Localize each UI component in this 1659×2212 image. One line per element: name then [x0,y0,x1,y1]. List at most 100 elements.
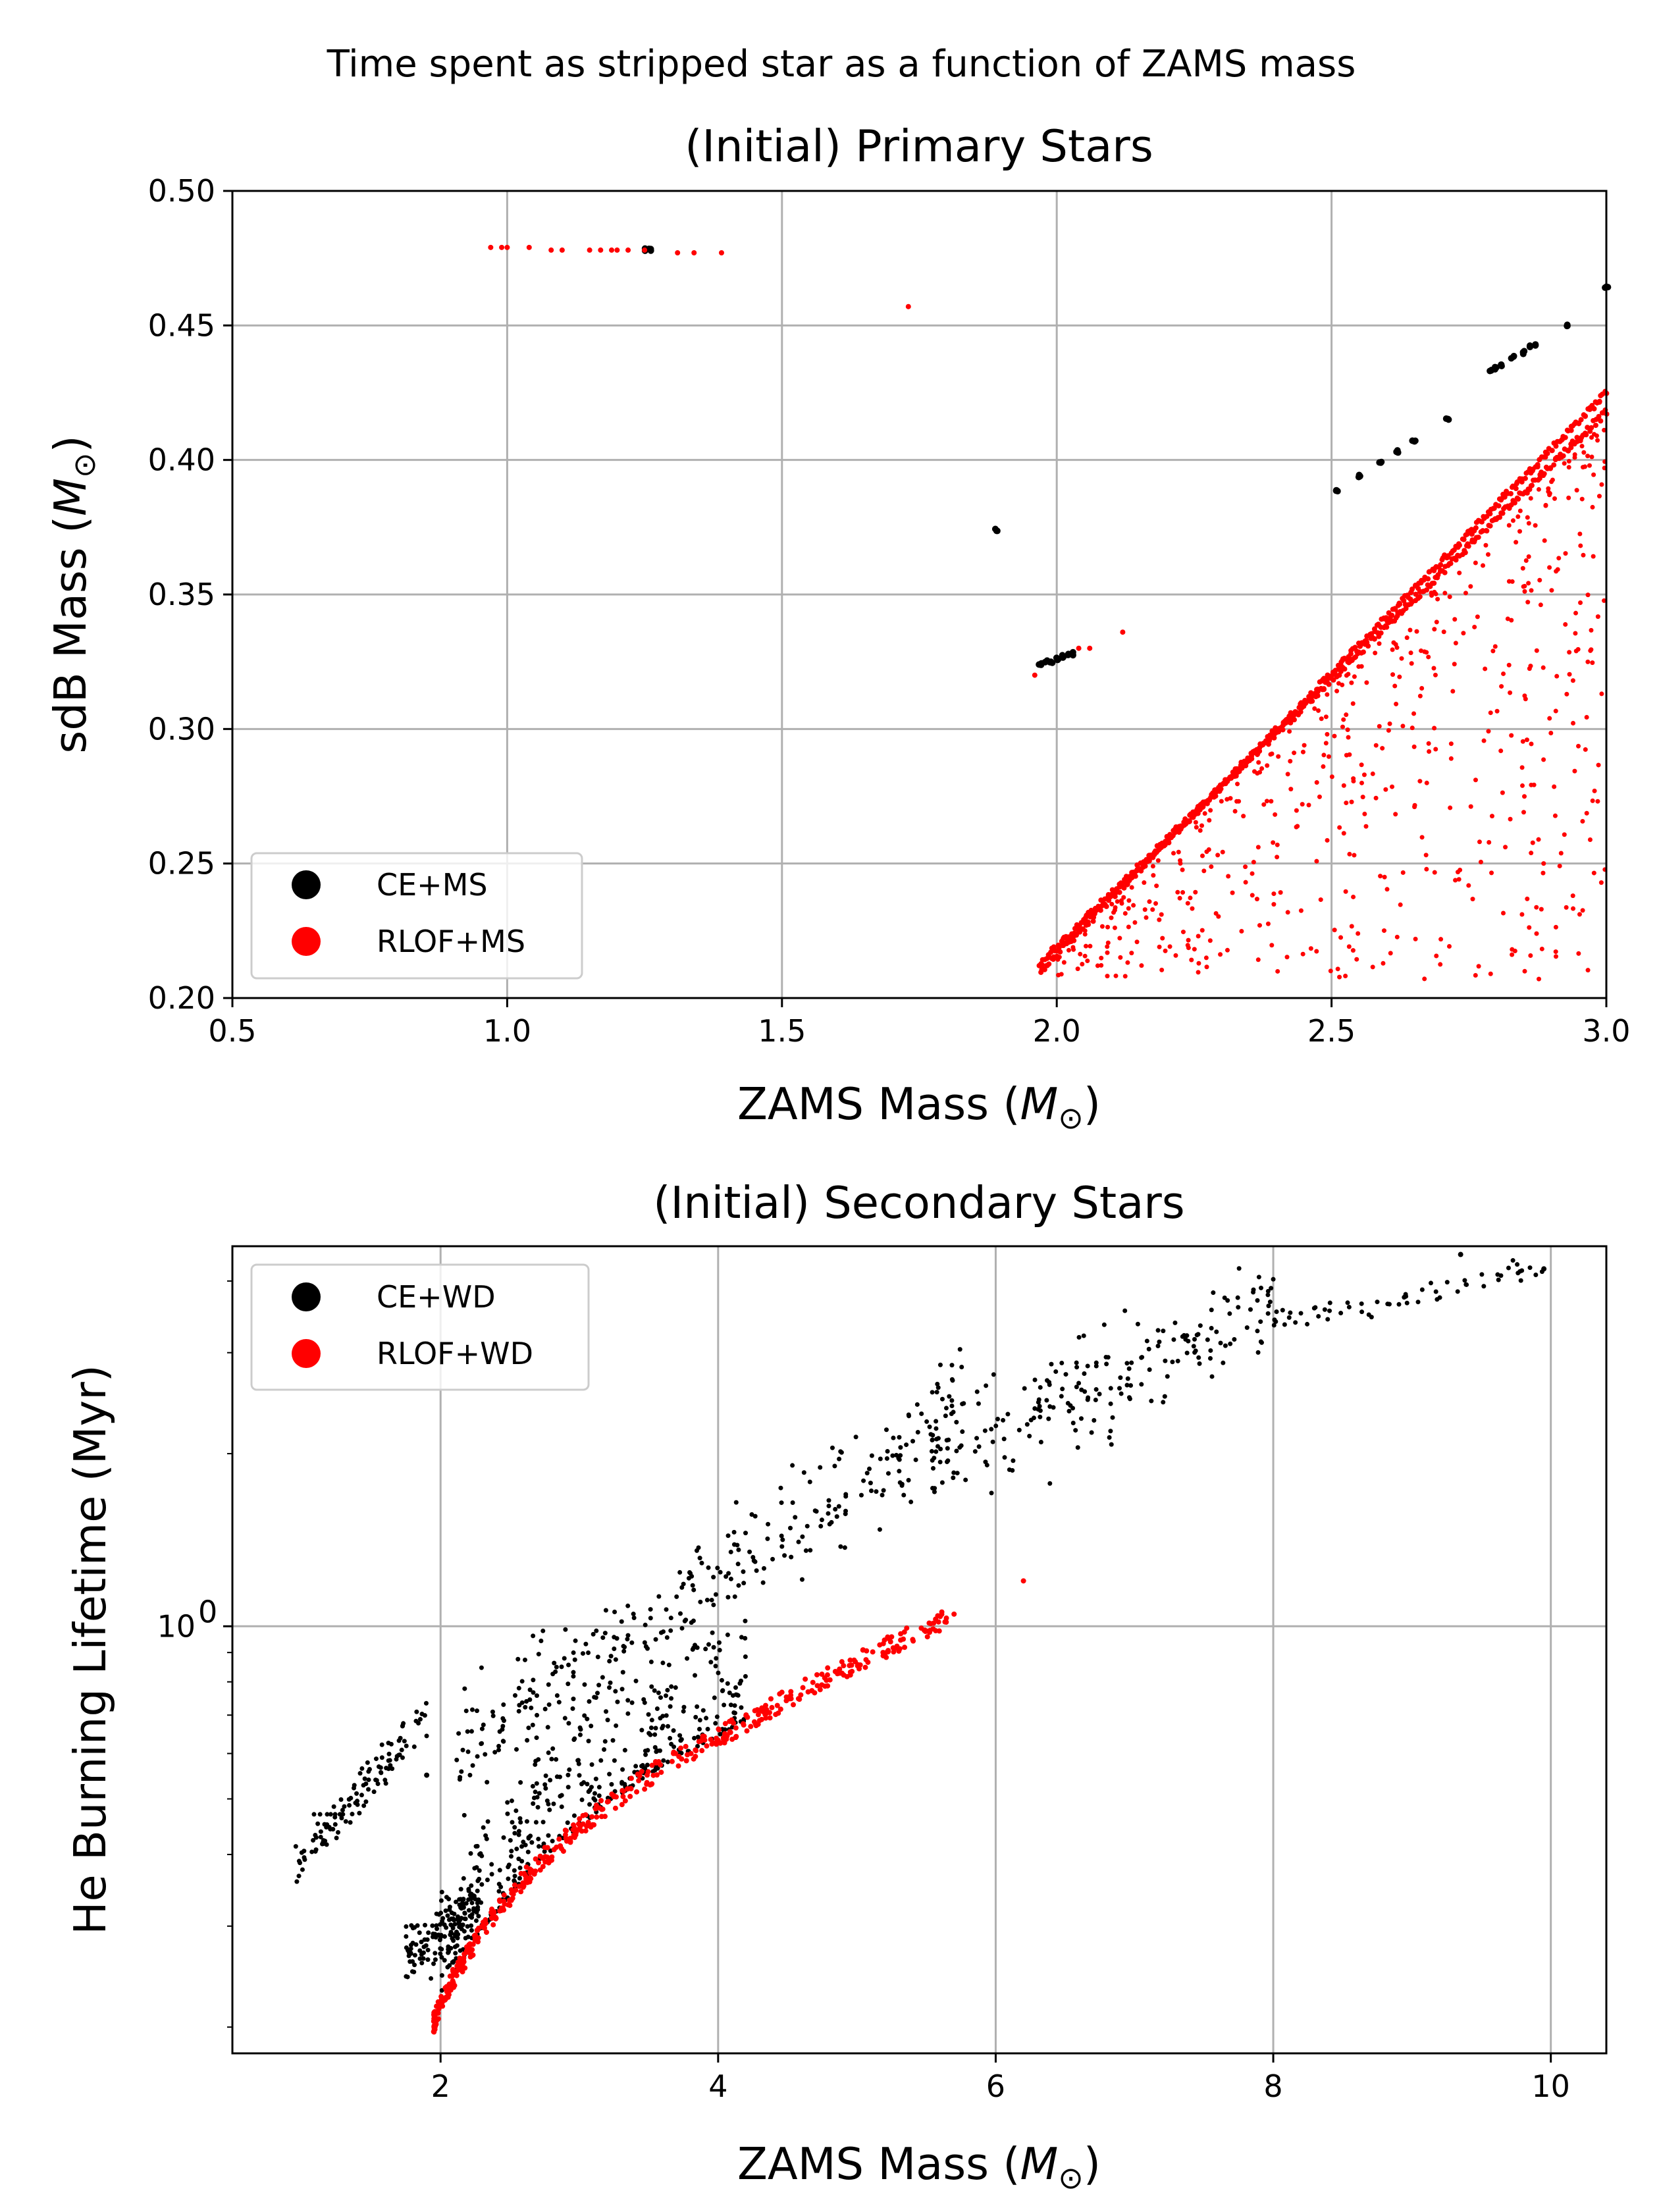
rlof-wd-point [524,1880,530,1885]
rlof-ms-point [1490,648,1496,654]
ce-wd-point [1172,1320,1178,1325]
ce-wd-point [807,1479,812,1485]
rlof-wd-point [556,1836,562,1842]
ce-wd-point [417,1948,423,1953]
secondary-x-tick-label: 4 [708,2068,727,2104]
ce-wd-point [934,1436,939,1442]
ce-wd-point [1288,1310,1293,1315]
rlof-ms-point [1553,443,1559,449]
rlof-ms-point [1598,880,1604,885]
rlof-ms-point [1325,837,1330,843]
ce-wd-point [537,1844,542,1849]
ce-wd-point [571,1670,576,1675]
ce-wd-point [472,1909,477,1914]
ce-wd-point [660,1725,665,1731]
ce-wd-point [565,1820,570,1826]
ce-wd-point [1222,1295,1227,1300]
ce-wd-point [566,1662,571,1668]
rlof-wd-point [644,1781,650,1787]
rlof-ms-point [1103,903,1109,909]
ce-wd-point [300,1867,305,1872]
ce-wd-point [465,1924,470,1929]
rlof-wd-point [544,1855,550,1860]
rlof-ms-point [1499,684,1504,689]
ce-wd-point [475,1843,480,1849]
ce-wd-point [434,1923,439,1928]
rlof-ms-point [1599,691,1604,697]
ce-wd-point [409,1969,415,1974]
rlof-wd-point [824,1672,830,1678]
rlof-wd-point [546,1860,552,1866]
ce-wd-point [648,1616,653,1621]
ce-wd-point [711,1575,716,1580]
ce-wd-point [898,1453,903,1458]
ce-wd-point [939,1396,945,1402]
ce-wd-point [1005,1411,1011,1417]
rlof-ms-point [1392,683,1398,689]
ce-wd-point [1032,1377,1038,1382]
rlof-wd-point [902,1645,908,1650]
rlof-ms-point [1300,749,1305,754]
secondary-legend: CE+WD RLOF+WD [250,1263,590,1391]
rlof-ms-point [1595,614,1600,619]
ce-wd-point [386,1766,391,1772]
ce-wd-point [1076,1334,1082,1340]
rlof-ms-point [1265,921,1271,926]
ce-wd-point [318,1834,323,1839]
ce-wd-point [582,1682,587,1687]
rlof-wd-point [461,1951,467,1957]
ce-wd-point [907,1413,912,1419]
rlof-ms-point [1323,741,1329,746]
rlof-ms-point [1271,902,1277,907]
ce-wd-point [591,1796,596,1801]
ce-wd-point [937,1362,943,1367]
rlof-ms-point [1432,589,1437,594]
ce-wd-point [547,1807,552,1812]
rlof-ms-point [1394,645,1400,650]
rlof-wd-point [454,1972,460,1978]
rlof-wd-point [510,1895,515,1901]
series-rlof-wd [431,1578,1026,2035]
ce-wd-point [604,1709,609,1714]
rlof-wd-point [531,1871,537,1877]
ce-wd-point [509,1798,514,1803]
ce-wd-point [927,1424,932,1429]
rlof-wd-point [710,1740,716,1746]
primary-x-tick-label: 1.0 [483,1013,531,1049]
ce-wd-point [883,1427,889,1433]
ce-wd-point [1149,1398,1154,1404]
ce-wd-point [754,1568,759,1573]
ce-ms-point [1510,352,1517,359]
ce-wd-point [1265,1292,1271,1298]
ce-wd-point [1282,1322,1287,1327]
ce-wd-point [652,1688,657,1693]
ce-wd-point [1225,1298,1230,1303]
ce-wd-point [550,1839,555,1844]
rlof-ms-point [1192,947,1197,952]
rlof-ms-point [1254,897,1259,902]
ce-wd-point [571,1813,577,1818]
ce-wd-point [559,1664,564,1670]
rlof-wd-point [580,1821,586,1827]
rlof-ms-point [1432,870,1437,875]
ce-wd-point [463,1916,468,1922]
ce-wd-point [612,1758,617,1763]
rlof-ms-point [1483,542,1488,548]
ce-wd-point [475,1754,480,1759]
ce-wd-point [1059,1360,1065,1365]
ce-wd-point [1165,1374,1170,1379]
rlof-ms-point [1409,586,1415,592]
rlof-ms-point [1261,740,1267,746]
ce-wd-point [930,1433,935,1438]
rlof-wd-point [627,1793,633,1799]
ce-wd-point [1255,1298,1260,1303]
rlof-ms-point [1337,825,1342,830]
ce-wd-point [516,1856,521,1862]
ce-wd-point [361,1783,366,1788]
rlof-wd-point [461,1955,467,1961]
rlof-ms-point [1461,631,1466,636]
rlof-ms-point [1578,417,1584,423]
ce-wd-point [448,1932,453,1937]
rlof-ms-point [1142,880,1147,885]
ce-wd-point [302,1857,307,1862]
